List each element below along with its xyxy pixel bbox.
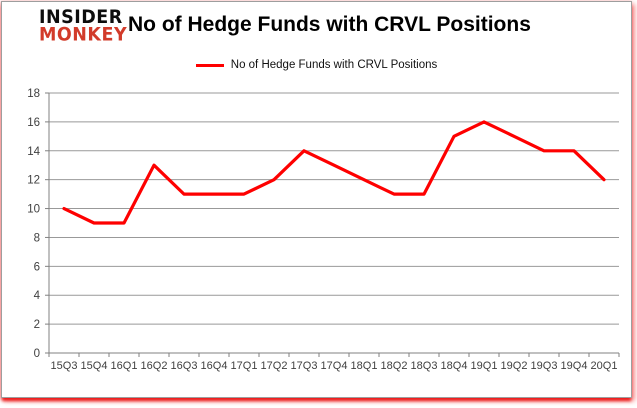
- x-tick-label: 18Q2: [381, 360, 408, 372]
- x-tick-label: 19Q2: [501, 360, 528, 372]
- x-tick-label: 17Q1: [231, 360, 258, 372]
- legend-line-swatch: [195, 63, 224, 67]
- x-tick-label: 19Q1: [471, 360, 498, 372]
- x-tick-label: 17Q3: [291, 360, 318, 372]
- x-tick-label: 15Q3: [51, 360, 78, 372]
- insider-monkey-logo: INSIDER MONKEY: [39, 6, 128, 46]
- y-tick-label: 16: [27, 117, 40, 129]
- x-tick-label: 19Q3: [531, 360, 558, 372]
- y-tick-label: 2: [34, 319, 40, 331]
- y-tick-label: 18: [27, 88, 40, 100]
- x-tick-label: 18Q1: [351, 360, 378, 372]
- y-tick-label: 14: [27, 146, 40, 158]
- y-tick-label: 0: [34, 348, 40, 360]
- y-tick-label: 6: [34, 261, 40, 273]
- y-tick-label: 10: [27, 204, 40, 216]
- logo-line-monkey: MONKEY: [39, 24, 128, 46]
- x-tick-label: 19Q4: [561, 360, 588, 372]
- legend-label: No of Hedge Funds with CRVL Positions: [230, 59, 438, 71]
- x-tick-label: 16Q2: [141, 360, 168, 372]
- chart-card: 0 2 4 6 8 10 12 14 16 18 15Q3 15Q4 16Q1 16Q2 16Q3 16Q4 1…: [1, 1, 632, 398]
- x-tick-label: 17Q4: [321, 360, 348, 372]
- x-tick-label: 15Q4: [81, 360, 108, 372]
- x-tick-label: 16Q4: [201, 360, 228, 372]
- y-tick-label: 12: [27, 175, 40, 187]
- x-tick-label: 16Q1: [111, 360, 138, 372]
- chart-legend: No of Hedge Funds with CRVL Positions: [2, 59, 631, 71]
- x-tick-label: 17Q2: [261, 360, 288, 372]
- x-tick-label: 18Q4: [441, 360, 468, 372]
- x-tick-label: 20Q1: [591, 360, 618, 372]
- chart-title: No of Hedge Funds with CRVL Positions: [128, 13, 531, 36]
- y-tick-label: 4: [34, 290, 41, 302]
- x-tick-label: 18Q3: [411, 360, 438, 372]
- x-tick-label: 16Q3: [171, 360, 198, 372]
- logo-line-insider: INSIDER: [39, 6, 123, 29]
- series-line: [62, 120, 606, 225]
- y-tick-label: 8: [34, 232, 40, 244]
